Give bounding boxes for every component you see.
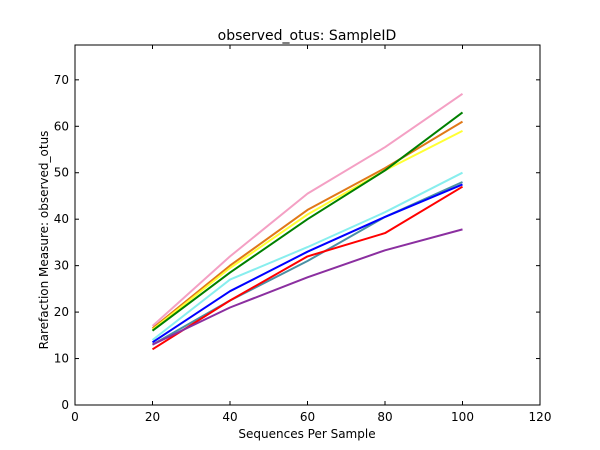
y-tick-label: 30	[54, 259, 69, 273]
series-line-5	[151, 171, 463, 341]
series-line-4	[151, 111, 464, 332]
series-line-7	[151, 183, 463, 344]
y-tick-label: 10	[54, 352, 69, 366]
plot-frame	[74, 44, 541, 406]
x-tick-label: 20	[145, 410, 160, 424]
series-line-2	[151, 120, 464, 330]
x-tick-label: 100	[451, 410, 474, 424]
series-line-8	[151, 185, 464, 351]
plot-area	[151, 92, 464, 351]
x-axis-label: Sequences Per Sample	[238, 427, 375, 441]
x-tick-label: 60	[300, 410, 315, 424]
x-tick-label: 40	[222, 410, 237, 424]
x-tick-label: 80	[377, 410, 392, 424]
series-line-1	[151, 92, 464, 327]
y-tick-label: 0	[61, 398, 69, 412]
x-tick-label: 0	[71, 410, 79, 424]
chart-title: observed_otus: SampleID	[218, 28, 397, 44]
x-tick-label: 120	[529, 410, 552, 424]
y-tick-label: 60	[54, 119, 69, 133]
axis-ticks: 0 20 40 60 80 100 120 0 10 20 30 40 50 60 70	[54, 45, 552, 424]
series-line-9	[152, 228, 463, 346]
y-tick-label: 40	[54, 212, 69, 226]
y-tick-label: 50	[54, 166, 69, 180]
y-axis-label: Rarefaction Measure: observed_otus	[37, 131, 51, 350]
y-tick-label: 70	[54, 73, 69, 87]
y-tick-label: 20	[54, 305, 69, 319]
series-line-3	[151, 130, 463, 331]
